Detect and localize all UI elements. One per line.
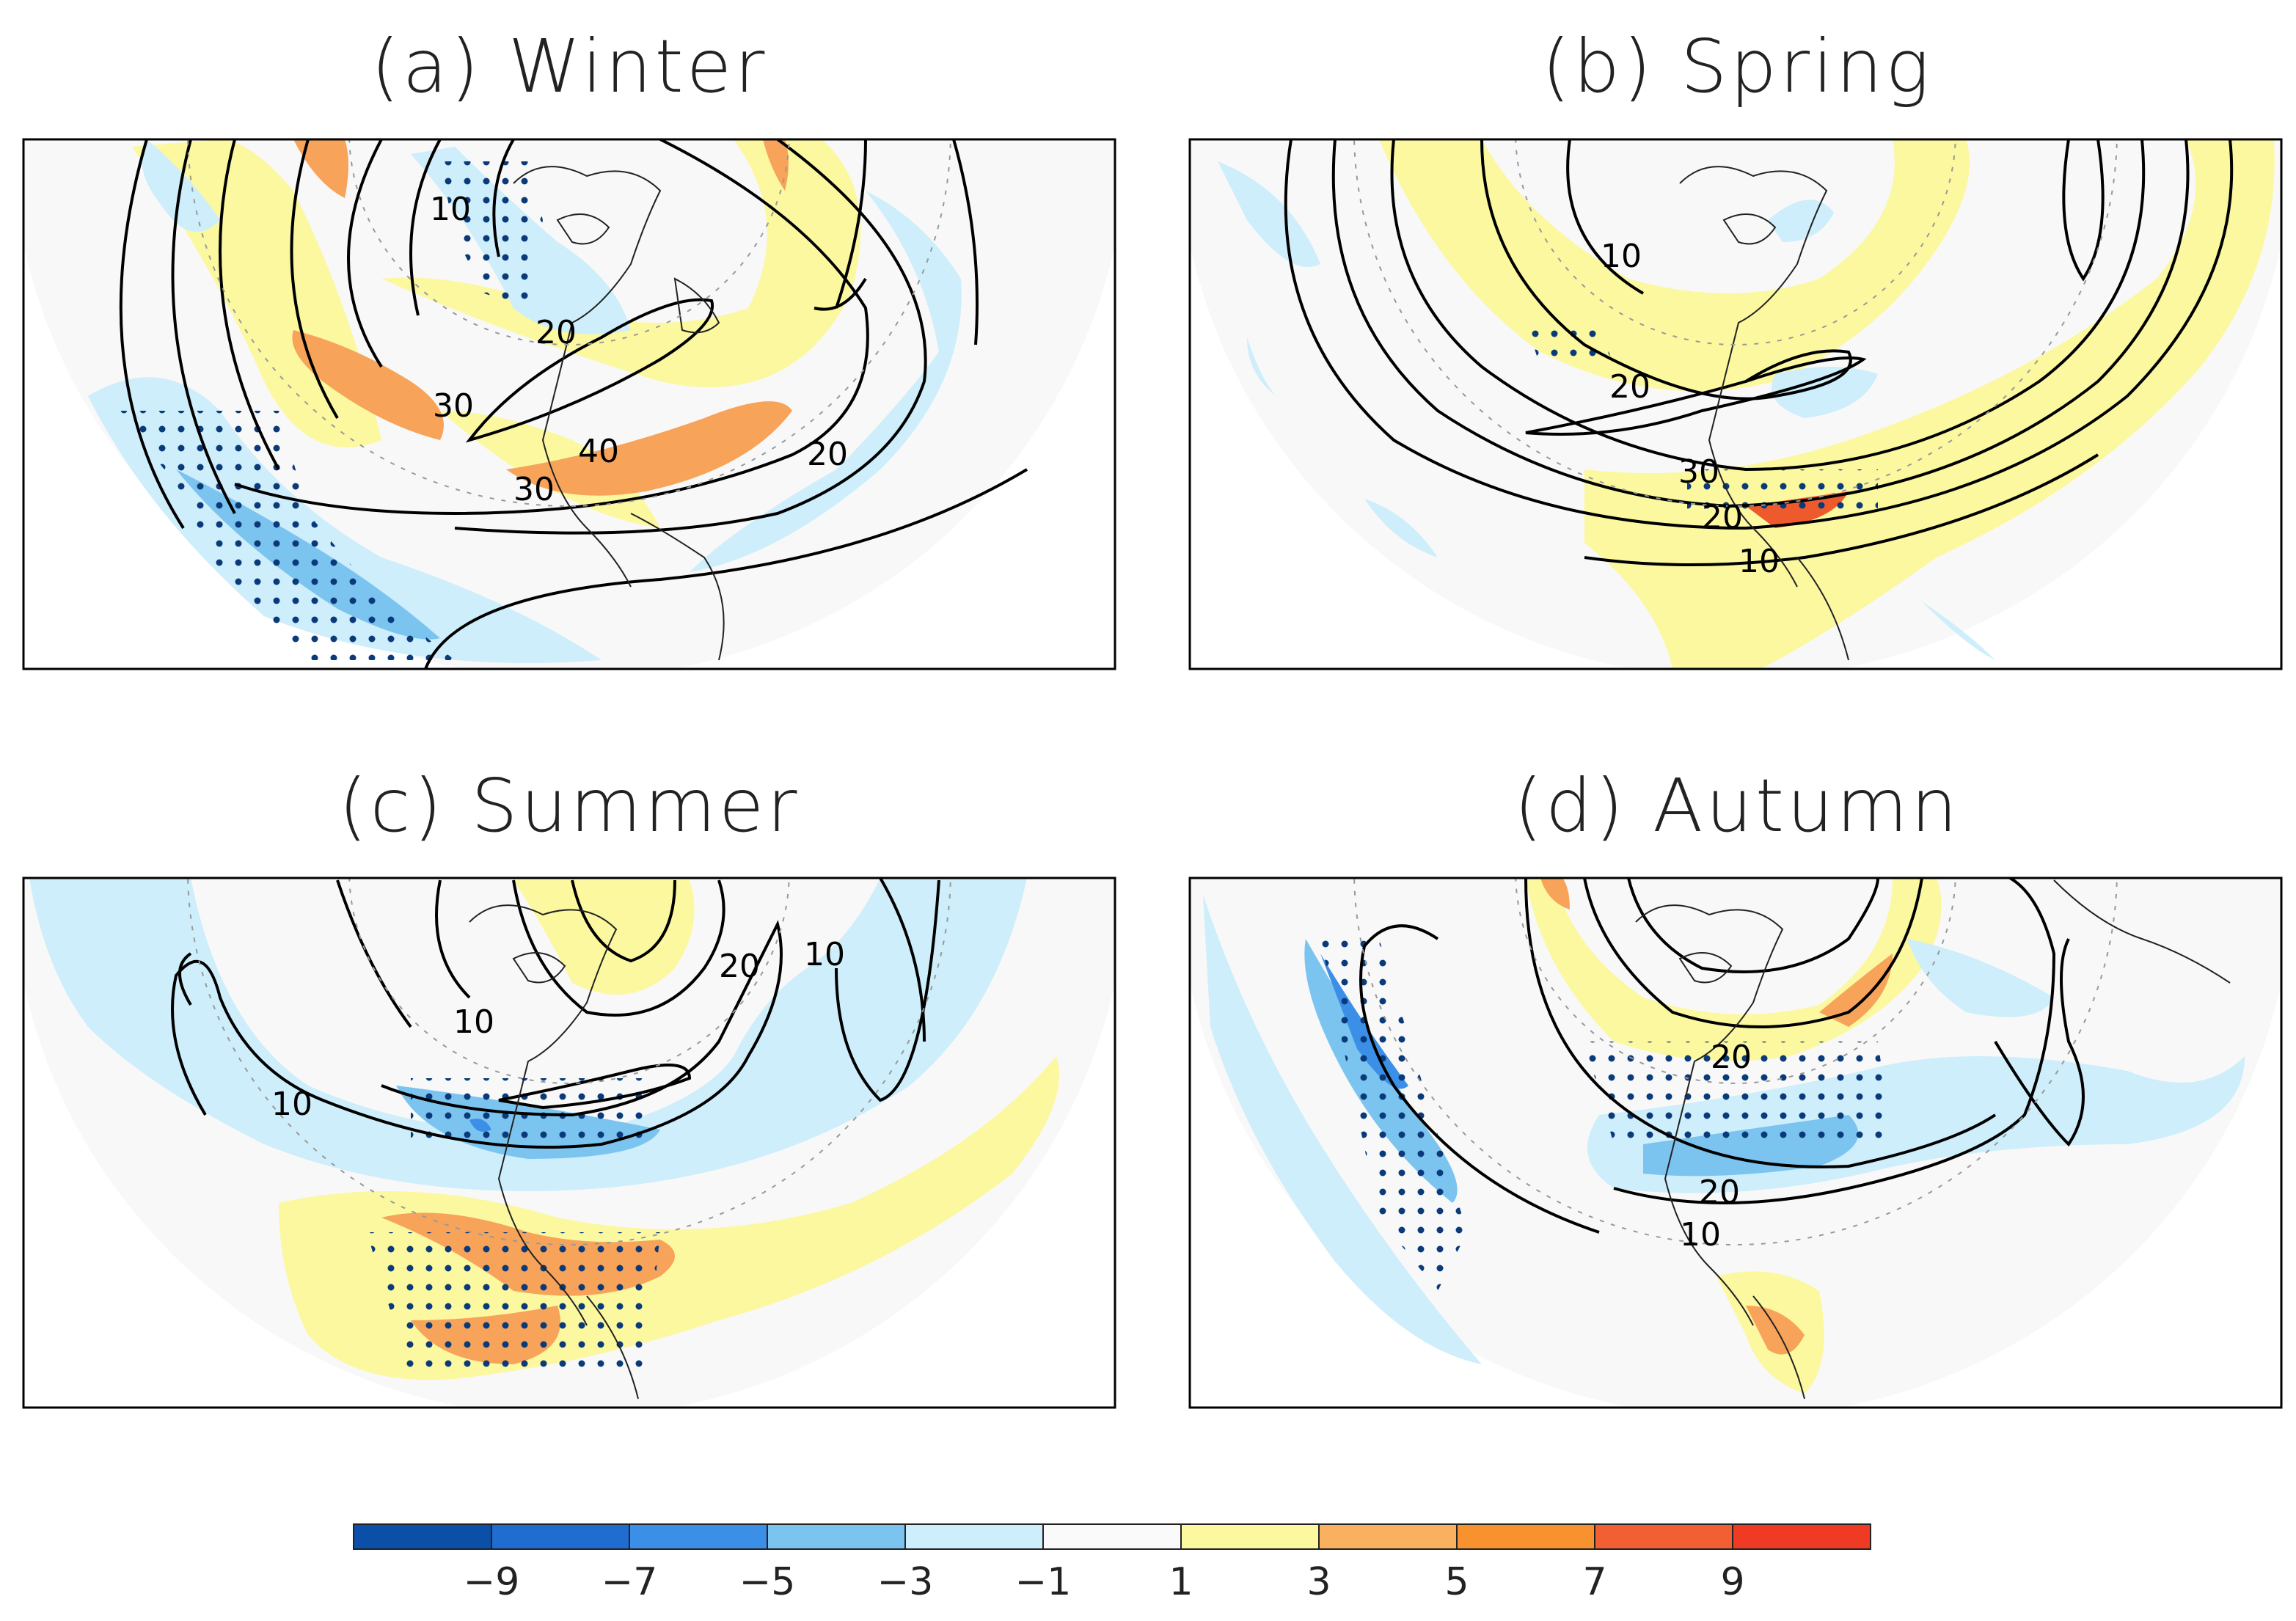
contour-label: 20 <box>1699 1174 1740 1211</box>
map-winter <box>23 139 1115 669</box>
contours-summer <box>171 878 940 1149</box>
colorbar-cell <box>767 1523 906 1550</box>
map-summer <box>23 878 1115 1408</box>
colorbar-cell <box>1732 1523 1871 1550</box>
panel-title-autumn: (d) Autumn <box>1514 763 1960 849</box>
panel-autumn: (d) Autumn <box>1188 763 2283 1409</box>
panel-title-winter: (a) Winter <box>371 23 768 109</box>
coastlines-summer <box>469 904 639 1399</box>
colorbar-tick-label: 9 <box>1720 1560 1744 1604</box>
panel-title-spring: (b) Spring <box>1542 23 1933 109</box>
coastlines-autumn <box>1635 879 2231 1399</box>
contour-labels-winter: 10 20 30 40 30 20 <box>430 191 848 508</box>
colorbar-cell <box>1594 1523 1733 1550</box>
contour-labels-autumn: 20 20 10 <box>1680 1039 1752 1254</box>
contour-label: 40 <box>578 433 619 470</box>
panel-spring: (b) Spring <box>1188 23 2283 670</box>
colorbar-cell <box>1180 1523 1320 1550</box>
colorbar-tick-label: 5 <box>1444 1560 1469 1604</box>
colorbar-cell <box>491 1523 630 1550</box>
colorbar-tick-label: 3 <box>1306 1560 1331 1604</box>
contour-label: 20 <box>1609 368 1650 406</box>
contour-label: 20 <box>807 436 848 473</box>
panel-winter: (a) Winter <box>22 23 1116 670</box>
colorbar-cell <box>1318 1523 1458 1550</box>
map-autumn <box>1190 878 2281 1408</box>
colorbar-ticks: −9 −7 −5 −3 −1 1 3 5 7 9 <box>464 1560 1745 1604</box>
panel-title-summer: (c) Summer <box>338 763 800 849</box>
contours-autumn <box>1359 878 2085 1234</box>
contour-label: 20 <box>719 948 760 985</box>
contour-label: 30 <box>1678 453 1719 491</box>
contour-label: 20 <box>1711 1039 1752 1076</box>
contour-labels-summer: 20 10 10 10 <box>271 936 845 1123</box>
contour-label: 30 <box>513 471 555 508</box>
colorbar-cell <box>904 1523 1044 1550</box>
colorbar-tick-label: −3 <box>877 1560 934 1604</box>
contour-label: 20 <box>1702 499 1743 536</box>
contour-label: 10 <box>1680 1216 1721 1254</box>
colorbar-tick-label: −9 <box>464 1560 520 1604</box>
colorbar-tick-label: −7 <box>602 1560 658 1604</box>
colorbar-cell <box>629 1523 768 1550</box>
contours-winter <box>119 139 1028 669</box>
contour-label: 10 <box>271 1086 312 1123</box>
contour-label: 30 <box>433 387 474 425</box>
contour-label: 20 <box>535 314 577 351</box>
contours-spring <box>1284 139 2234 566</box>
contour-label: 10 <box>1601 238 1642 275</box>
contour-label: 10 <box>1739 543 1780 580</box>
colorbar-cell <box>353 1523 492 1550</box>
panel-summer: (c) Summer <box>22 763 1116 1409</box>
colorbar-cell <box>1456 1523 1595 1550</box>
colorbar-tick-label: −5 <box>739 1560 796 1604</box>
map-spring <box>1190 139 2281 669</box>
contour-label: 10 <box>430 191 471 228</box>
colorbar-cell <box>1042 1523 1182 1550</box>
contour-label: 10 <box>804 936 845 973</box>
colorbar-tick-label: 7 <box>1582 1560 1606 1604</box>
colorbar: −9 −7 −5 −3 −1 1 3 5 7 9 <box>353 1523 1871 1604</box>
colorbar-tick-label: 1 <box>1169 1560 1193 1604</box>
contour-labels-spring: 10 20 30 20 10 <box>1601 238 1780 580</box>
contour-label: 10 <box>453 1003 494 1041</box>
coastlines-spring <box>1679 166 1849 661</box>
colorbar-cells <box>353 1523 1871 1550</box>
coastlines-winter <box>513 166 725 661</box>
colorbar-tick-label: −1 <box>1015 1560 1072 1604</box>
